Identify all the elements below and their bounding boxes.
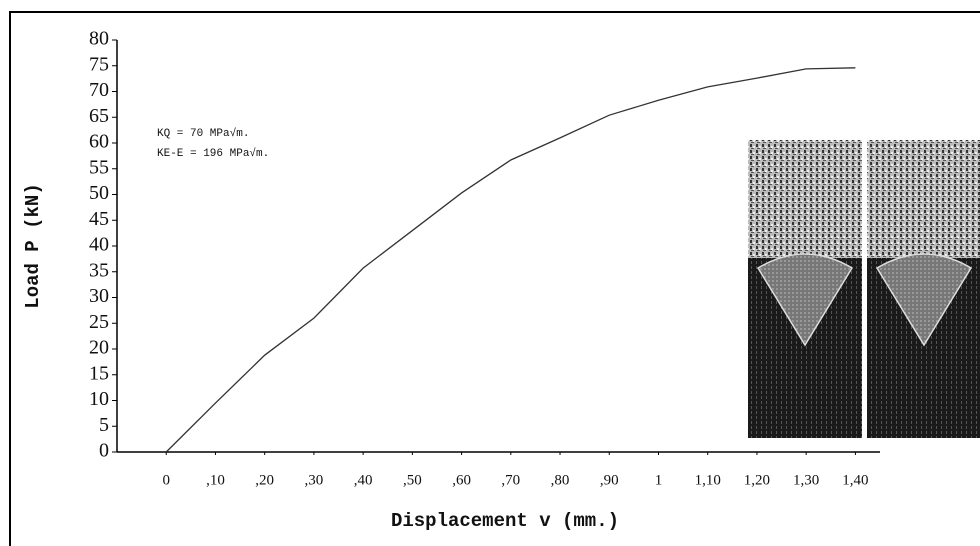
y-tick-label: 5	[99, 414, 109, 436]
annotation: KE-E = 196 MPa√m.	[157, 147, 269, 160]
x-tick-label: ,90	[600, 472, 619, 488]
x-tick-label: ,10	[206, 472, 225, 488]
x-tick-label: 1,40	[842, 472, 868, 488]
y-tick-label: 20	[89, 337, 109, 359]
y-tick-label: 55	[89, 156, 109, 178]
y-tick-label: 70	[89, 79, 109, 101]
y-tick-label: 30	[89, 285, 109, 307]
y-tick-label: 35	[89, 259, 109, 281]
annotation: KQ = 70 MPa√m.	[157, 127, 249, 140]
y-tick-label: 15	[89, 362, 109, 384]
frame	[9, 11, 980, 546]
y-tick-label: 0	[99, 440, 109, 462]
x-tick-label: ,30	[305, 472, 324, 488]
y-tick-label: 25	[89, 311, 109, 333]
x-tick-label: ,80	[551, 472, 570, 488]
y-tick-label: 60	[89, 131, 109, 153]
y-tick-label: 75	[89, 53, 109, 75]
x-axis-label: Displacement v (mm.)	[391, 510, 619, 532]
x-tick-label: 1,10	[695, 472, 721, 488]
y-tick-label: 80	[89, 28, 109, 50]
y-tick-label: 65	[89, 105, 109, 127]
x-tick-label: 1	[655, 472, 663, 488]
data-line	[165, 67, 856, 453]
x-tick-label: ,70	[501, 472, 520, 488]
y-tick-label: 40	[89, 234, 109, 256]
x-tick-label: ,40	[354, 472, 373, 488]
y-tick-label: 45	[89, 208, 109, 230]
x-tick-label: ,60	[452, 472, 471, 488]
x-tick-label: ,20	[255, 472, 274, 488]
fracture-photos	[748, 140, 980, 438]
x-tick-label: ,50	[403, 472, 422, 488]
x-tick-label: 0	[162, 472, 170, 488]
y-tick-label: 50	[89, 182, 109, 204]
y-axis-label: Load P (kN)	[22, 183, 44, 308]
y-tick-label: 10	[89, 388, 109, 410]
x-tick-label: 1,30	[793, 472, 819, 488]
x-tick-label: 1,20	[744, 472, 770, 488]
